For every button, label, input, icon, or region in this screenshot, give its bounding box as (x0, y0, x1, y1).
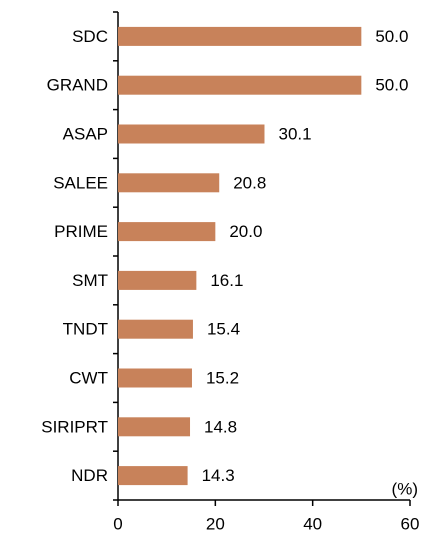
x-tick-label: 40 (303, 514, 322, 533)
value-label: 20.8 (233, 173, 266, 192)
value-label: 14.8 (204, 417, 237, 436)
x-tick-label: 20 (206, 514, 225, 533)
y-tick-label: CWT (69, 368, 108, 387)
bar (118, 466, 188, 486)
x-tick-label: 60 (401, 514, 420, 533)
x-tick-label: 0 (113, 514, 122, 533)
bar (118, 417, 191, 437)
y-tick-label: NDR (71, 466, 108, 485)
bar (118, 26, 362, 46)
value-label: 15.4 (207, 320, 240, 339)
bar (118, 75, 362, 95)
bar (118, 270, 197, 290)
value-label: 30.1 (278, 124, 311, 143)
value-label: 50.0 (375, 76, 408, 95)
value-label: 14.3 (202, 466, 235, 485)
y-tick-label: SDC (72, 27, 108, 46)
y-tick-label: PRIME (54, 222, 108, 241)
y-tick-label: ASAP (63, 124, 108, 143)
y-tick-label: SALEE (53, 173, 108, 192)
bar (118, 222, 216, 242)
bar (118, 368, 192, 388)
y-tick-label: SIRIPRT (41, 417, 108, 436)
value-label: 50.0 (375, 27, 408, 46)
value-label: 16.1 (210, 271, 243, 290)
x-axis-label: (%) (392, 479, 418, 498)
bar (118, 319, 193, 339)
y-tick-label: GRAND (47, 76, 108, 95)
value-label: 15.2 (206, 368, 239, 387)
y-tick-label: SMT (72, 271, 108, 290)
y-tick-label: TNDT (63, 320, 108, 339)
bar (118, 173, 220, 193)
bar (118, 124, 265, 144)
value-label: 20.0 (229, 222, 262, 241)
